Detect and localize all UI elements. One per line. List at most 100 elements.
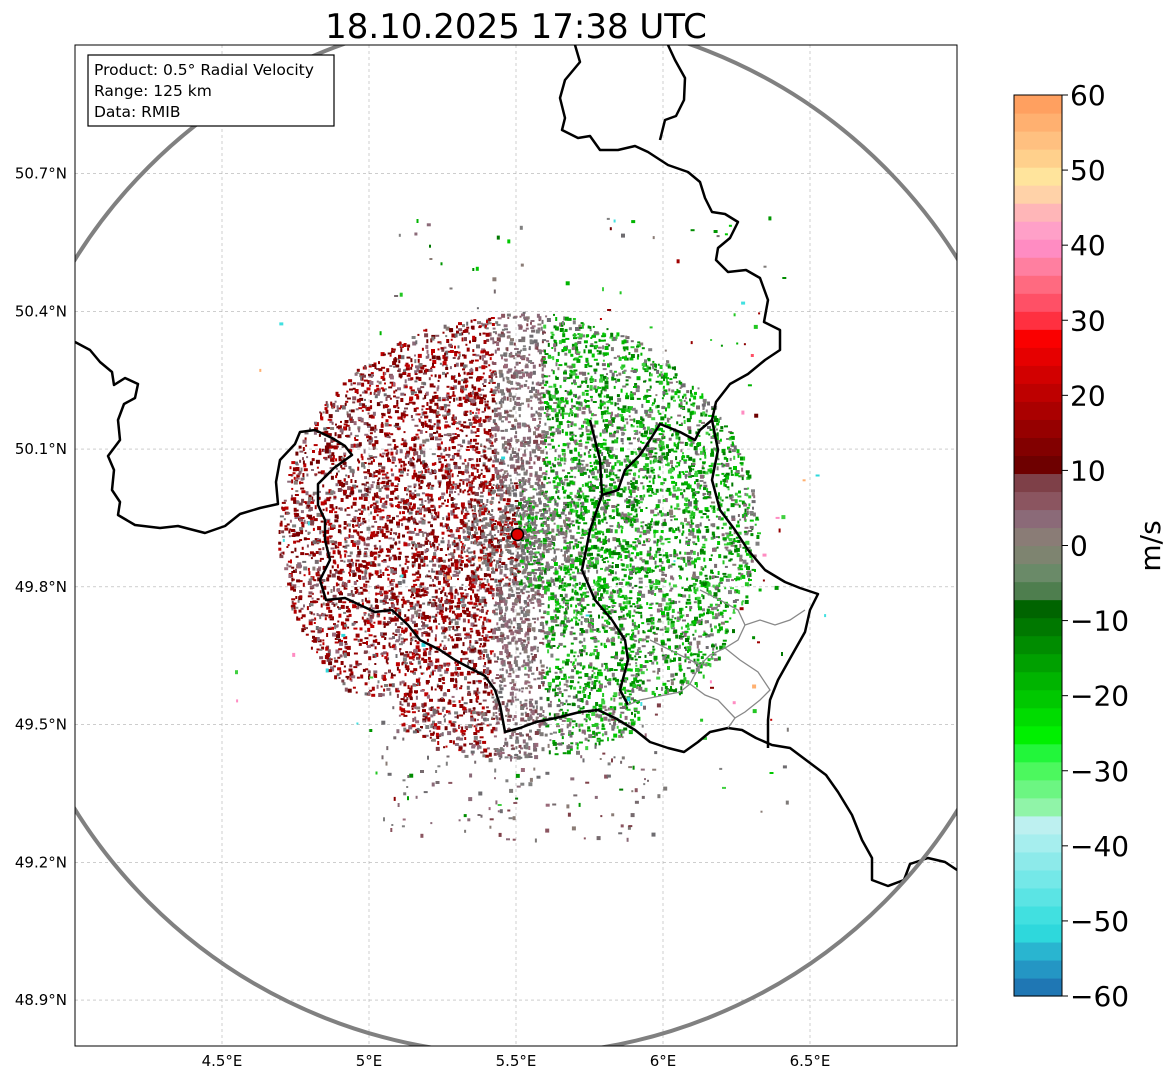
colorbar-segment: [1014, 401, 1062, 420]
colorbar-segment: [1014, 473, 1062, 493]
colorbar-segment: [1014, 617, 1062, 637]
velocity-echoes: [235, 216, 827, 843]
colorbar-segment: [1014, 509, 1062, 529]
colorbar-tick-label: 10: [1070, 454, 1106, 487]
colorbar-tick-label: 0: [1070, 530, 1088, 563]
colorbar-segment: [1014, 329, 1062, 348]
colorbar-segment: [1014, 383, 1062, 402]
colorbar-segment: [1014, 167, 1062, 186]
colorbar-segment: [1014, 599, 1062, 619]
admin-boundaries: [627, 589, 806, 729]
colorbar-segment: [1014, 869, 1062, 889]
colorbar-segment: [1014, 671, 1062, 691]
lon-tick-label: 5.5°E: [496, 1052, 537, 1070]
map-frame: [74, 44, 958, 1047]
colorbar-segment: [1014, 797, 1062, 817]
colorbar-segment: [1014, 833, 1062, 853]
admin-line-4: [689, 683, 736, 719]
lat-tick-label: 48.9°N: [15, 991, 67, 1009]
colorbar-segment: [1014, 923, 1062, 943]
border-luxembourg-east: [710, 419, 820, 748]
colorbar-segment: [1014, 95, 1062, 114]
colorbar-label: m/s: [1134, 520, 1167, 571]
info-box-frame: [87, 54, 335, 127]
lat-tick-label: 49.5°N: [15, 716, 67, 734]
colorbar-segment: [1014, 185, 1062, 204]
colorbar: 60 50 40 30 20 10 0 −10 −20 −30 −40 −50 −60 m/s: [1013, 79, 1167, 1013]
colorbar-segment: [1014, 635, 1062, 655]
lon-tick-label: 5°E: [356, 1052, 383, 1070]
colorbar-segment: [1014, 887, 1062, 907]
colorbar-segment: [1014, 725, 1062, 745]
border-belgium-luxembourg-germany: [580, 419, 630, 706]
colorbar-tick-label: 30: [1070, 304, 1106, 337]
border-germany-northeast: [658, 45, 687, 141]
lon-tick-label: 4.5°E: [202, 1052, 243, 1070]
colorbar-segment: [1014, 581, 1062, 601]
colorbar-segment: [1014, 563, 1062, 583]
map-content: [75, 45, 957, 1046]
info-range: Range: 125 km: [94, 82, 212, 100]
border-belgium-france-west: [75, 340, 957, 888]
radar-site-marker: [510, 527, 525, 542]
longitude-tick-labels: 4.5°E 5°E 5.5°E 6°E 6.5°E: [202, 1052, 831, 1070]
colorbar-segments: [1014, 95, 1062, 997]
lat-tick-label: 50.7°N: [15, 165, 67, 183]
colorbar-segment: [1014, 527, 1062, 547]
admin-line-2: [649, 639, 701, 666]
colorbar-segment: [1014, 203, 1062, 222]
colorbar-segment: [1014, 131, 1062, 150]
chart-title: 18.10.2025 17:38 UTC: [325, 7, 707, 47]
colorbar-segment: [1014, 959, 1062, 979]
colorbar-segment: [1014, 311, 1062, 330]
colorbar-segment: [1014, 221, 1062, 240]
colorbar-segment: [1014, 941, 1062, 961]
colorbar-segment: [1014, 437, 1062, 456]
lat-tick-label: 49.2°N: [15, 853, 67, 871]
colorbar-segment: [1014, 419, 1062, 438]
border-luxembourg-germany: [558, 45, 782, 497]
colorbar-tick-label: 60: [1070, 79, 1106, 112]
colorbar-segment: [1014, 491, 1062, 511]
colorbar-ticks: 60 50 40 30 20 10 0 −10 −20 −30 −40 −50 −60: [1062, 79, 1129, 1013]
colorbar-tick-label: −50: [1070, 905, 1129, 938]
colorbar-segment: [1014, 977, 1062, 997]
lat-tick-label: 50.1°N: [15, 440, 67, 458]
colorbar-segment: [1014, 365, 1062, 384]
colorbar-segment: [1014, 257, 1062, 276]
country-borders: [75, 45, 957, 888]
info-product: Product: 0.5° Radial Velocity: [94, 61, 314, 79]
latitude-tick-labels: 50.7°N 50.4°N 50.1°N 49.8°N 49.5°N 49.2°N 48.9…: [15, 165, 67, 1010]
colorbar-tick-label: −60: [1070, 980, 1129, 1013]
colorbar-tick-label: 40: [1070, 229, 1106, 262]
admin-line-1: [627, 609, 806, 706]
colorbar-segment: [1014, 689, 1062, 709]
colorbar-segment: [1014, 851, 1062, 871]
lat-tick-label: 49.8°N: [15, 578, 67, 596]
colorbar-tick-label: 20: [1070, 379, 1106, 412]
colorbar-segment: [1014, 743, 1062, 763]
colorbar-segment: [1014, 653, 1062, 673]
colorbar-segment: [1014, 347, 1062, 366]
lon-tick-label: 6°E: [650, 1052, 677, 1070]
colorbar-tick-label: −20: [1070, 680, 1129, 713]
lat-tick-label: 50.4°N: [15, 302, 67, 320]
colorbar-segment: [1014, 239, 1062, 258]
colorbar-segment: [1014, 113, 1062, 132]
admin-line-3: [724, 647, 771, 729]
colorbar-segment: [1014, 545, 1062, 565]
colorbar-segment: [1014, 707, 1062, 727]
colorbar-segment: [1014, 761, 1062, 781]
admin-line-5: [699, 589, 746, 626]
colorbar-segment: [1014, 779, 1062, 799]
colorbar-tick-label: −40: [1070, 830, 1129, 863]
colorbar-tick-label: −10: [1070, 605, 1129, 638]
colorbar-segment: [1014, 275, 1062, 294]
lon-tick-label: 6.5°E: [790, 1052, 831, 1070]
colorbar-segment: [1014, 293, 1062, 312]
info-box: Product: 0.5° Radial Velocity Range: 125…: [87, 54, 335, 127]
info-source: Data: RMIB: [94, 103, 181, 121]
colorbar-segment: [1014, 905, 1062, 925]
colorbar-tick-label: −30: [1070, 755, 1129, 788]
